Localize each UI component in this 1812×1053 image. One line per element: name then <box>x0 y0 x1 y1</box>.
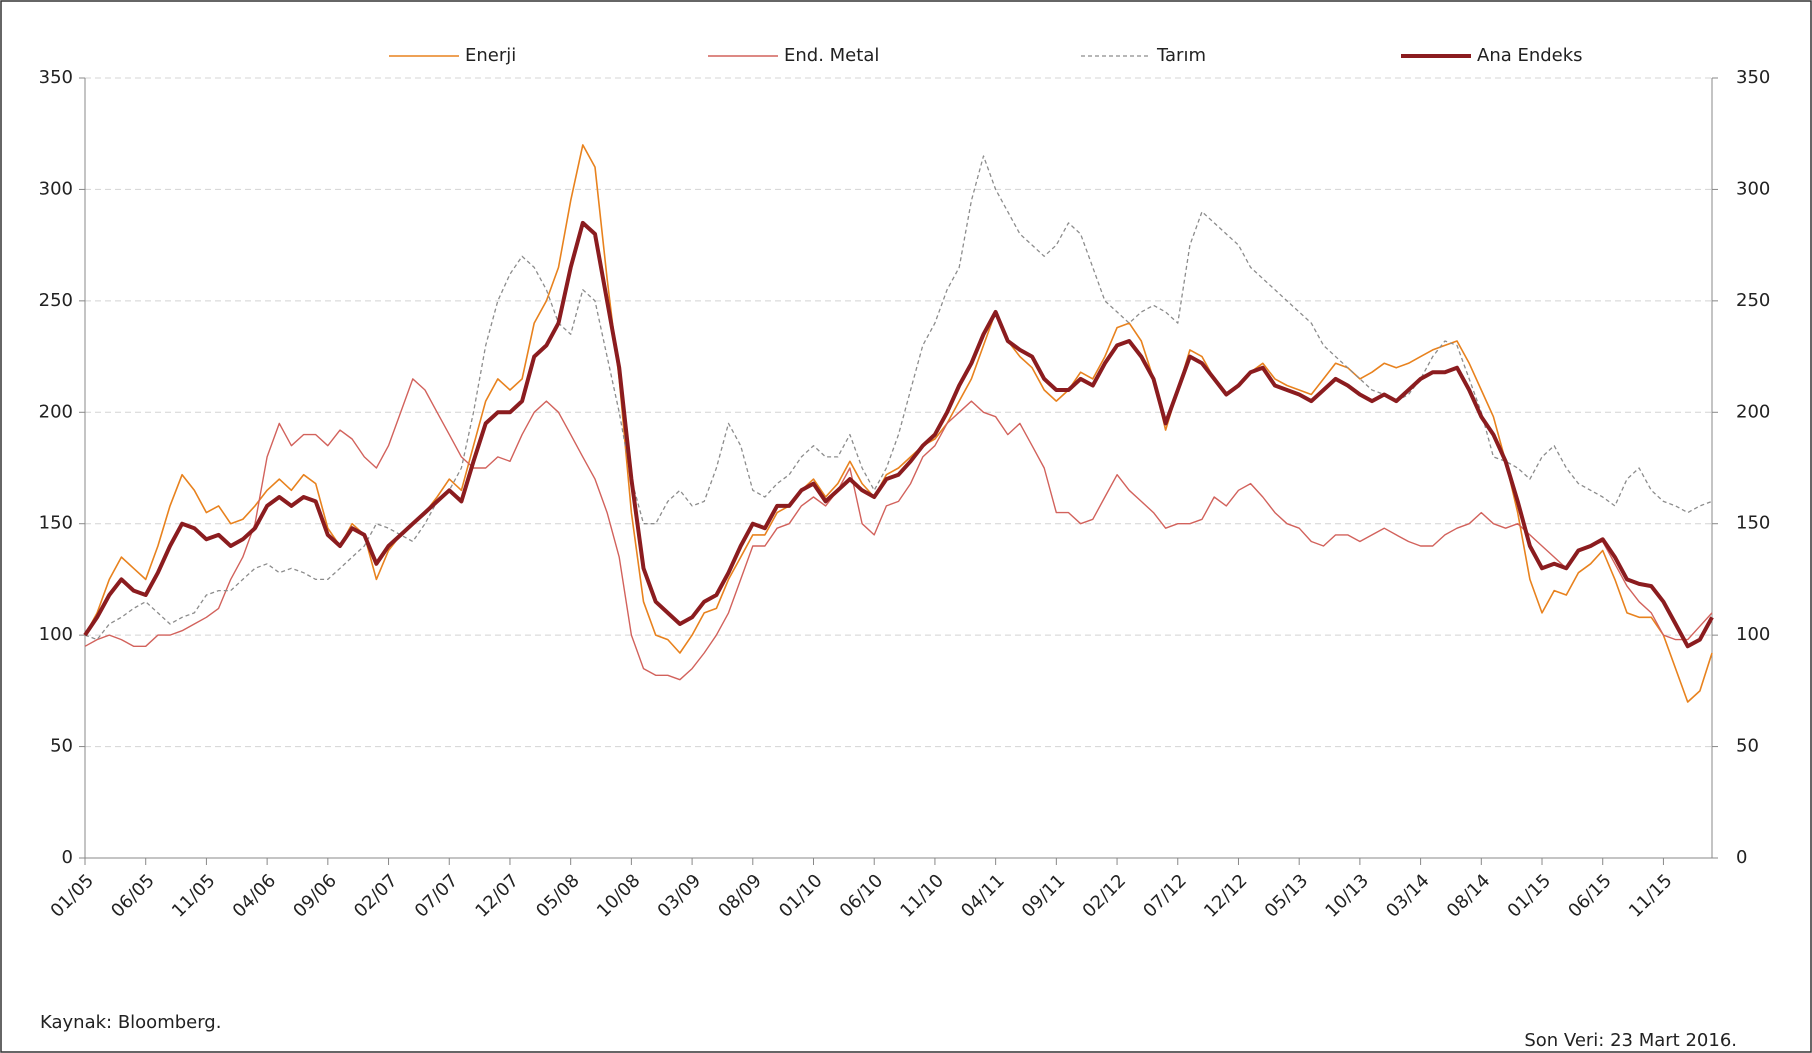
y2-tick-label: 300 <box>1736 178 1770 199</box>
x-tick-label: 10/08 <box>593 870 645 922</box>
legend-label: Tarım <box>1156 45 1206 66</box>
x-tick-label: 07/07 <box>411 870 463 922</box>
x-tick-label: 07/12 <box>1139 870 1191 922</box>
x-tick-label: 02/12 <box>1079 870 1131 922</box>
x-tick-label: 01/15 <box>1504 870 1556 922</box>
series-line <box>84 155 1713 641</box>
x-tick-label: 05/08 <box>532 870 584 922</box>
x-tick-label: 06/05 <box>107 870 159 922</box>
x-tick-label: 12/12 <box>1200 870 1252 922</box>
x-tick-label: 08/14 <box>1443 870 1495 922</box>
x-tick-label: 06/10 <box>836 870 888 922</box>
y2-tick-label: 100 <box>1736 624 1770 645</box>
x-tick-label: 11/10 <box>896 870 948 922</box>
x-tick-label: 12/07 <box>472 870 524 922</box>
y-tick-label: 350 <box>39 67 73 88</box>
source: Kaynak: Bloomberg. <box>40 1012 221 1033</box>
x-tick-label: 10/13 <box>1321 870 1373 922</box>
y-tick-label: 50 <box>50 736 73 757</box>
y-tick-label: 250 <box>39 290 73 311</box>
x-tick-label: 09/06 <box>289 870 341 922</box>
series-line <box>84 144 1713 703</box>
note: Son Veri: 23 Mart 2016. <box>1524 1030 1737 1051</box>
x-tick-label: 09/11 <box>1018 870 1070 922</box>
y-tick-label: 0 <box>62 847 73 868</box>
x-tick-label: 04/06 <box>229 870 281 922</box>
x-tick-label: 03/09 <box>654 870 706 922</box>
y-tick-label: 300 <box>39 178 73 199</box>
legend-label: End. Metal <box>784 45 879 66</box>
x-tick-label: 11/15 <box>1625 870 1677 922</box>
y2-tick-label: 0 <box>1736 847 1747 868</box>
y2-tick-label: 350 <box>1736 67 1770 88</box>
x-tick-label: 02/07 <box>350 870 402 922</box>
y-tick-label: 150 <box>39 513 73 534</box>
x-tick-label: 01/10 <box>775 870 827 922</box>
series-line <box>83 220 1714 649</box>
legend-label: Ana Endeks <box>1477 45 1583 66</box>
x-tick-label: 03/14 <box>1382 870 1434 922</box>
y2-tick-label: 200 <box>1736 401 1770 422</box>
x-tick-label: 06/15 <box>1564 870 1616 922</box>
x-tick-label: 11/05 <box>168 870 220 922</box>
y-tick-label: 200 <box>39 401 73 422</box>
series-line <box>84 378 1713 681</box>
y-tick-label: 100 <box>39 624 73 645</box>
y2-tick-label: 250 <box>1736 290 1770 311</box>
x-tick-label: 08/09 <box>714 870 766 922</box>
x-tick-label: 01/05 <box>47 870 99 922</box>
legend-label: Enerji <box>465 45 516 66</box>
x-tick-label: 04/11 <box>957 870 1009 922</box>
x-tick-label: 05/13 <box>1261 870 1313 922</box>
y2-tick-label: 150 <box>1736 513 1770 534</box>
y2-tick-label: 50 <box>1736 736 1759 757</box>
